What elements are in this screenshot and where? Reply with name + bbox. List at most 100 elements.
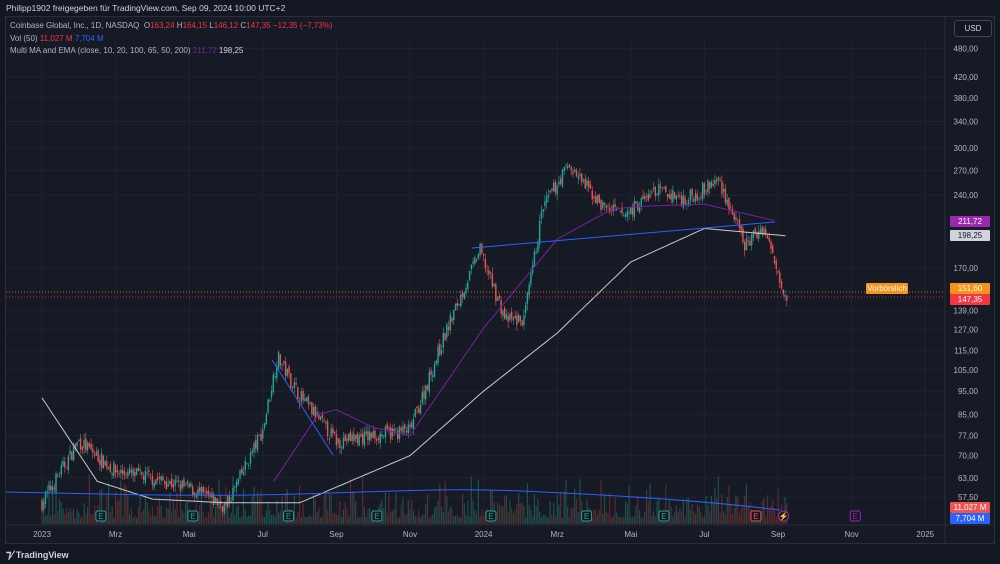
volume-bar xyxy=(740,508,742,524)
candle-body xyxy=(221,505,224,512)
volume-bar xyxy=(432,514,434,524)
volume-bar xyxy=(737,496,739,524)
volume-bar xyxy=(607,512,609,524)
volume-bar xyxy=(526,483,529,524)
candle-body xyxy=(773,256,776,264)
candle-body xyxy=(241,468,243,474)
candle-body xyxy=(195,494,197,498)
volume-bar xyxy=(88,473,90,524)
candle-body xyxy=(700,196,702,198)
symbol-name[interactable]: Coinbase Global, Inc., 1D, NASDAQ xyxy=(10,21,140,30)
volume-bar xyxy=(716,497,718,524)
earnings-marker-icon: E xyxy=(187,510,199,522)
candle-body xyxy=(325,421,327,424)
volume-bar xyxy=(185,502,187,524)
volume-bar xyxy=(738,513,741,524)
volume-bar xyxy=(421,514,423,524)
trendline-neckline xyxy=(471,221,776,249)
volume-bar xyxy=(535,505,537,524)
volume-bar xyxy=(60,502,62,524)
candle-body xyxy=(421,392,423,404)
candle-body xyxy=(514,315,516,318)
ma2-price-tag: 198,25 xyxy=(950,230,990,241)
candle-body xyxy=(83,439,85,448)
candle-body xyxy=(607,205,609,207)
candle-body xyxy=(596,195,599,204)
volume-bar xyxy=(249,515,252,524)
candle-body xyxy=(235,481,238,488)
candle-body xyxy=(538,220,541,245)
candle-body xyxy=(74,443,76,449)
volume-bar xyxy=(146,502,148,524)
candle-body xyxy=(677,196,679,197)
candle-body xyxy=(41,500,43,511)
volume-label[interactable]: Vol (50) xyxy=(10,33,38,43)
candle-body xyxy=(411,422,413,428)
x-tick-label: Mai xyxy=(183,530,196,539)
volume-bar xyxy=(328,493,330,524)
candle-body xyxy=(624,214,627,217)
candle-body xyxy=(279,354,282,366)
volume-bar xyxy=(141,512,143,524)
y-tick-label: 420,00 xyxy=(954,73,979,82)
volume-bar xyxy=(279,511,281,524)
volume-bar xyxy=(474,509,476,524)
volume-bar xyxy=(591,517,593,524)
candle-body xyxy=(593,196,595,198)
volume-bar xyxy=(363,506,366,524)
split-marker-icon xyxy=(778,510,790,522)
candle-body xyxy=(92,448,94,453)
candle-body xyxy=(398,426,401,439)
candle-body xyxy=(46,491,48,493)
candle-body xyxy=(288,366,290,374)
candle-body xyxy=(104,461,106,466)
candle-body xyxy=(528,284,530,296)
trendline-downtrend xyxy=(271,359,334,456)
candle-body xyxy=(284,361,287,376)
volume-bar xyxy=(652,511,655,524)
candle-body xyxy=(251,451,253,454)
x-tick-label: Jul xyxy=(699,530,709,539)
ma-label[interactable]: Multi MA and EMA (close, 10, 20, 100, 65… xyxy=(10,46,191,55)
volume-bar xyxy=(623,517,625,524)
volume-bar xyxy=(481,509,483,524)
candle-body xyxy=(754,228,756,233)
candle-body xyxy=(526,292,529,304)
volume-bar xyxy=(670,506,672,524)
volume-bar xyxy=(137,507,139,524)
candle-body xyxy=(628,212,630,214)
volume-bar xyxy=(600,480,602,524)
volume-bar xyxy=(773,510,776,524)
volume-bar xyxy=(624,501,627,524)
volume-bar xyxy=(272,514,274,524)
candle-body xyxy=(276,366,278,379)
candle-body xyxy=(736,219,739,221)
volume-bar xyxy=(644,511,646,524)
volume-bar xyxy=(447,511,450,524)
candle-body xyxy=(747,241,749,242)
volume-bar xyxy=(202,511,204,524)
volume-bar xyxy=(561,517,564,524)
volume-bar xyxy=(700,512,702,524)
candle-body xyxy=(244,460,246,471)
candle-body xyxy=(435,360,437,365)
volume-bar xyxy=(391,511,394,524)
candle-body xyxy=(682,195,685,208)
candle-body xyxy=(393,428,395,432)
x-tick-label: Sep xyxy=(771,530,786,539)
candle-body xyxy=(199,487,201,492)
open-value: 163,24 xyxy=(150,21,175,30)
currency-button[interactable]: USD xyxy=(954,20,992,37)
candle-body xyxy=(307,396,310,404)
volume-bar xyxy=(444,480,446,524)
volume-bar xyxy=(55,490,57,524)
tradingview-logo[interactable]: ⁊⁄ TradingView xyxy=(6,548,69,561)
volume-bar xyxy=(206,516,208,524)
volume-bar xyxy=(651,515,653,524)
volume-bar xyxy=(456,514,458,524)
candle-body xyxy=(230,501,232,503)
ma200-line xyxy=(41,227,786,504)
volume-bar xyxy=(158,498,161,524)
candle-body xyxy=(269,400,271,402)
